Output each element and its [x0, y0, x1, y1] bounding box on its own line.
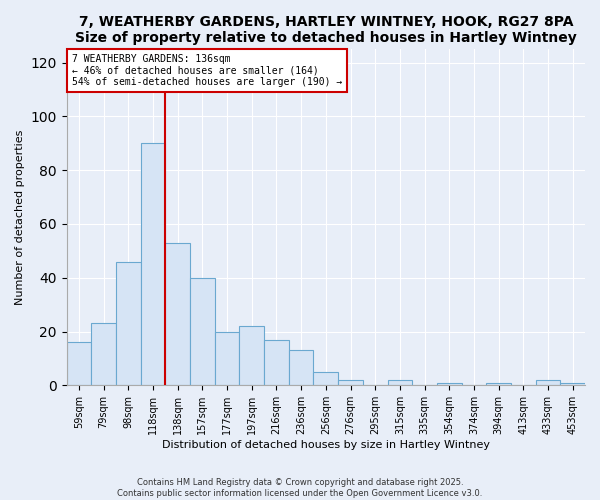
Bar	[313, 372, 338, 386]
Bar	[166, 243, 190, 386]
Bar	[190, 278, 215, 386]
Bar	[388, 380, 412, 386]
Bar	[560, 382, 585, 386]
Text: Contains HM Land Registry data © Crown copyright and database right 2025.
Contai: Contains HM Land Registry data © Crown c…	[118, 478, 482, 498]
Y-axis label: Number of detached properties: Number of detached properties	[15, 130, 25, 305]
Bar	[67, 342, 91, 386]
Bar	[215, 332, 239, 386]
Bar	[264, 340, 289, 386]
Bar	[437, 382, 461, 386]
Text: 7 WEATHERBY GARDENS: 136sqm
← 46% of detached houses are smaller (164)
54% of se: 7 WEATHERBY GARDENS: 136sqm ← 46% of det…	[72, 54, 342, 88]
Bar	[141, 144, 166, 386]
X-axis label: Distribution of detached houses by size in Hartley Wintney: Distribution of detached houses by size …	[162, 440, 490, 450]
Title: 7, WEATHERBY GARDENS, HARTLEY WINTNEY, HOOK, RG27 8PA
Size of property relative : 7, WEATHERBY GARDENS, HARTLEY WINTNEY, H…	[75, 15, 577, 45]
Bar	[289, 350, 313, 386]
Bar	[486, 382, 511, 386]
Bar	[91, 324, 116, 386]
Bar	[536, 380, 560, 386]
Bar	[239, 326, 264, 386]
Bar	[338, 380, 363, 386]
Bar	[116, 262, 141, 386]
